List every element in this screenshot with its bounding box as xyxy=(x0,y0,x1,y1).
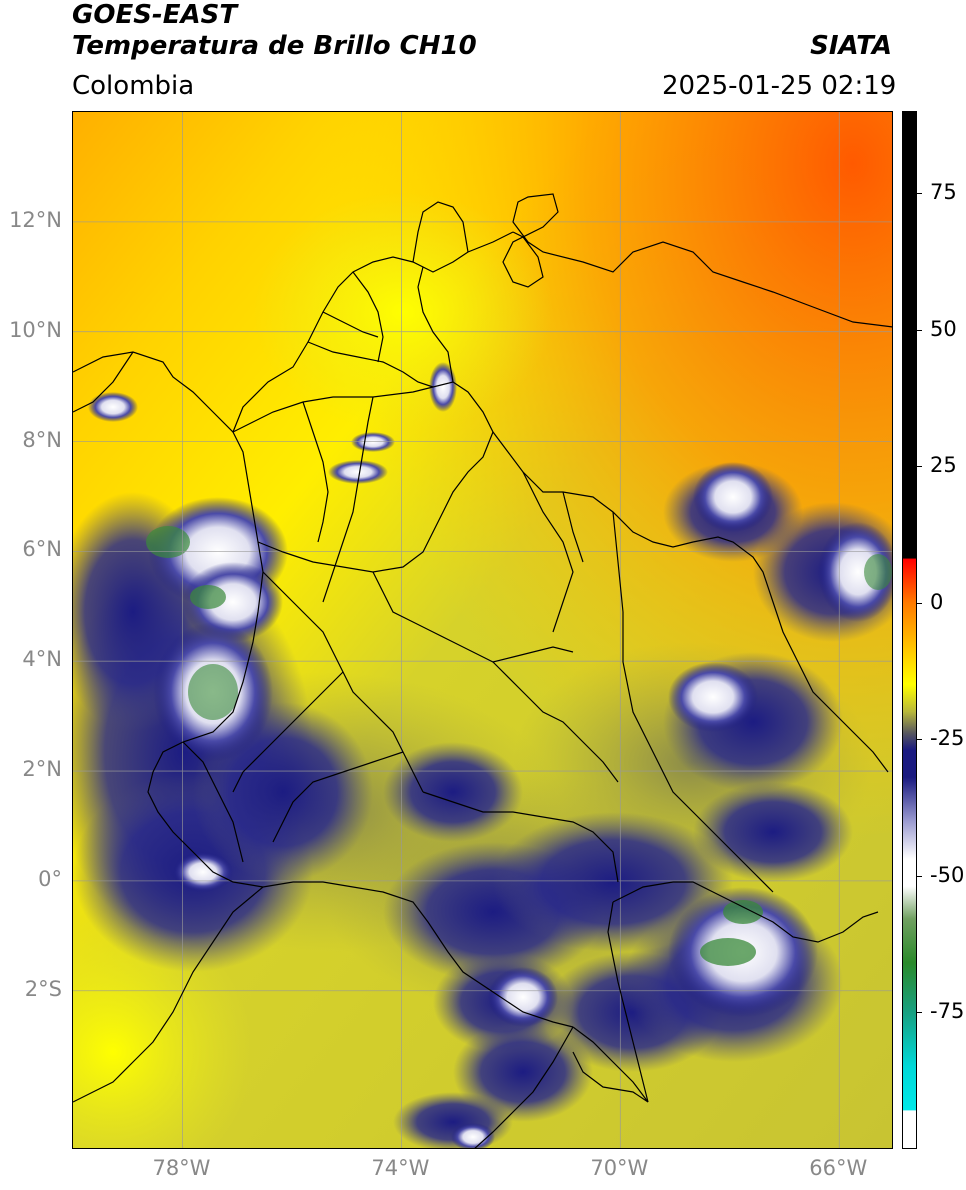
longitude-tick-label: 74°W xyxy=(371,1156,430,1180)
latitude-tick-label: 0° xyxy=(38,866,62,891)
colorbar xyxy=(902,111,917,1149)
latitude-tick-label: 2°N xyxy=(22,757,62,782)
timestamp-label: 2025-01-25 02:19 xyxy=(662,71,897,101)
colorbar-tick-label: 25 xyxy=(930,453,957,478)
latitude-tick-label: 2°S xyxy=(24,976,62,1001)
latitude-tick-label: 10°N xyxy=(9,317,62,342)
colorbar-tick-label: -25 xyxy=(930,726,965,751)
latitude-tick-label: 8°N xyxy=(22,427,62,452)
colorbar-tick xyxy=(917,602,922,604)
colorbar-tick xyxy=(917,192,922,194)
map-canvas xyxy=(73,112,892,1148)
colorbar-tick-label: 0 xyxy=(930,589,944,614)
brightness-temperature-map[interactable] xyxy=(72,111,893,1149)
colorbar-tick-label: 75 xyxy=(930,179,957,204)
colorbar-tick-label: -75 xyxy=(930,999,965,1024)
colorbar-tick xyxy=(917,466,922,468)
latitude-tick-label: 4°N xyxy=(22,647,62,672)
colorbar-tick xyxy=(917,329,922,331)
latitude-tick-label: 6°N xyxy=(22,537,62,562)
satellite-title: GOES-EAST xyxy=(72,0,238,30)
colorbar-tick xyxy=(917,875,922,877)
colorbar-tick xyxy=(917,739,922,741)
agency-label: SIATA xyxy=(810,31,892,61)
product-title: Temperatura de Brillo CH10 xyxy=(72,31,477,61)
longitude-tick-label: 78°W xyxy=(152,1156,211,1180)
convective-cores-layer xyxy=(88,362,892,1148)
longitude-tick-label: 70°W xyxy=(590,1156,649,1180)
longitude-tick-label: 66°W xyxy=(809,1156,868,1180)
colorbar-tick-label: -50 xyxy=(930,862,965,887)
boundaries-layer xyxy=(73,193,892,1148)
graticule xyxy=(73,112,892,1148)
colorbar-tick xyxy=(917,1012,922,1014)
colorbar-tick-label: 50 xyxy=(930,316,957,341)
region-label: Colombia xyxy=(72,71,195,101)
latitude-tick-label: 12°N xyxy=(9,207,62,232)
